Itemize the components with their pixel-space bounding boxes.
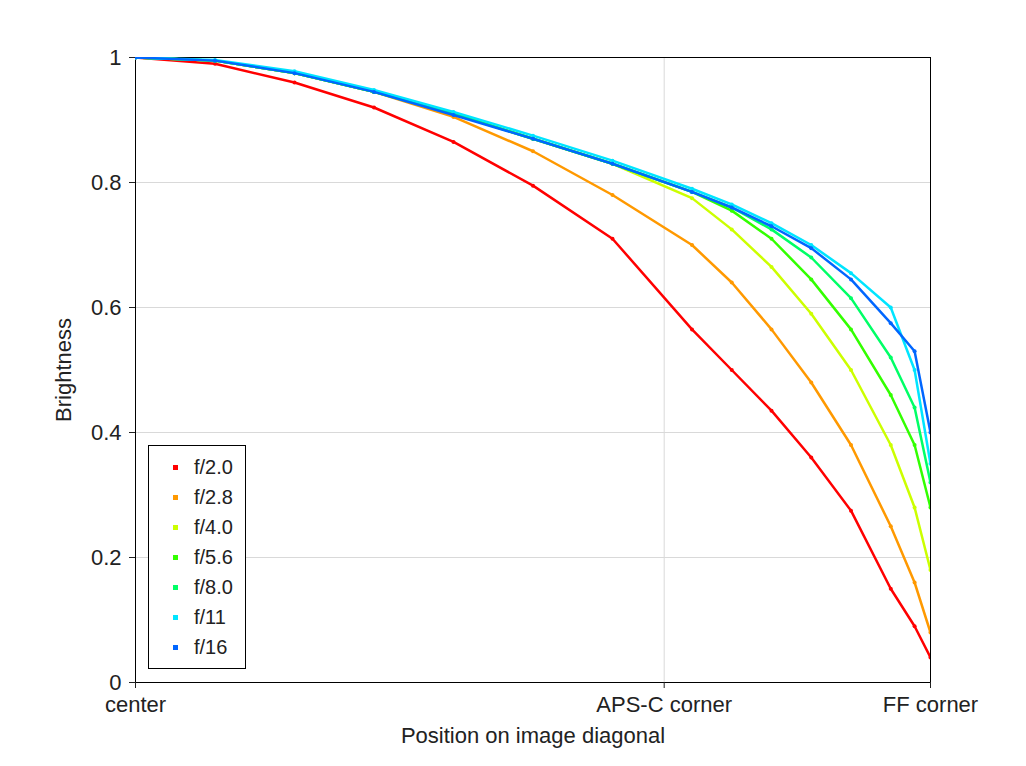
html-text:f/5.6: f/5.6: [194, 546, 233, 568]
svg-text:1: 1: [109, 45, 121, 70]
html-text:f/16: f/16: [194, 636, 228, 658]
svg-text:FF corner: FF corner: [883, 692, 978, 717]
html-text:f/2.0: f/2.0: [194, 456, 233, 478]
svg-text:Position on image diagonal: Position on image diagonal: [401, 723, 665, 748]
svg-text:0: 0: [109, 670, 121, 695]
svg-text:0.2: 0.2: [91, 545, 122, 570]
svg-text:Brightness: Brightness: [51, 318, 76, 422]
html-text:f/2.8: f/2.8: [194, 486, 233, 508]
svg-text:APS-C corner: APS-C corner: [596, 692, 732, 717]
svg-text:0.8: 0.8: [91, 170, 122, 195]
svg-text:0.6: 0.6: [91, 295, 122, 320]
html-text:f/8.0: f/8.0: [194, 576, 233, 598]
svg-text:0.4: 0.4: [91, 420, 122, 445]
html-text:f/4.0: f/4.0: [194, 516, 233, 538]
html-text:f/11: f/11: [194, 606, 226, 628]
svg-text:center: center: [105, 692, 166, 717]
